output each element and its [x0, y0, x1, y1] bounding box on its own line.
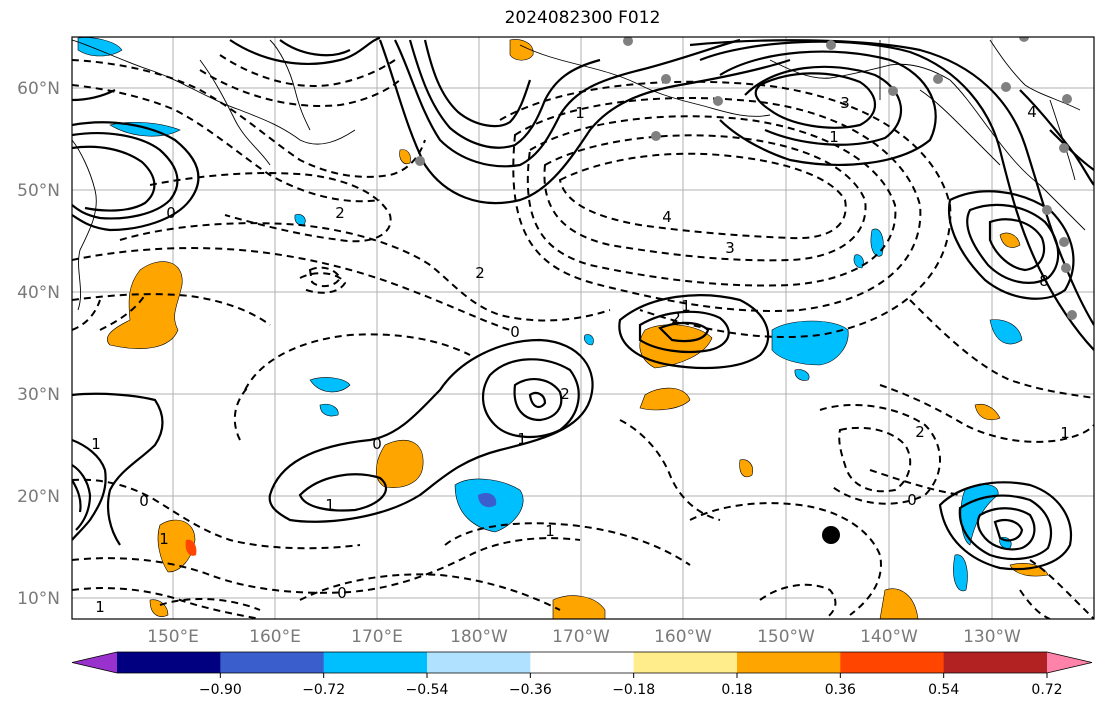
colorbar-tick-label: −0.18	[612, 682, 655, 698]
contour-label: 0	[372, 435, 382, 453]
contours-solid	[72, 37, 1094, 571]
contour-label: 2	[335, 204, 345, 222]
colorbar-tick-label: −0.72	[302, 682, 345, 698]
lon-label: 180°W	[450, 627, 508, 647]
contour-label: 0	[166, 204, 176, 222]
lat-label: 40°N	[17, 283, 60, 303]
contour-label: 0	[510, 323, 520, 341]
contour-label: 1	[517, 430, 527, 448]
colorbar-segment	[737, 652, 841, 673]
lat-label: 20°N	[17, 487, 60, 507]
contour-label: 0	[139, 492, 149, 510]
contour-label: 1	[829, 128, 839, 146]
contour-label: 4	[1027, 103, 1037, 121]
lon-label: 170°W	[552, 627, 610, 647]
contour-label: 2	[915, 423, 925, 441]
colorbar-segment	[633, 652, 738, 673]
contour-label: 1	[1060, 424, 1070, 442]
shading-strong-negative	[478, 493, 497, 508]
colorbar-segment	[943, 652, 1048, 673]
lon-label: 170°E	[351, 627, 403, 647]
colorbar-tick-label: −0.54	[406, 682, 449, 698]
lat-label: 30°N	[17, 385, 60, 405]
plot-area	[72, 37, 1094, 619]
contour-label: 8	[1039, 272, 1049, 290]
lat-label: 50°N	[17, 181, 60, 201]
contour-label: 1	[545, 522, 555, 540]
contour-label: 2	[560, 385, 570, 403]
colorbar-segment	[840, 652, 945, 673]
lon-label: 130°W	[963, 627, 1021, 647]
lon-label: 150°E	[147, 627, 199, 647]
lon-label: 160°E	[249, 627, 301, 647]
lat-label: 60°N	[17, 79, 60, 99]
colorbar-segment	[220, 652, 325, 673]
lon-label: 150°W	[757, 627, 815, 647]
contour-label: 1	[575, 104, 585, 122]
contour-label: 1	[325, 496, 335, 514]
contours-dashed	[72, 54, 1094, 619]
lat-label: 10°N	[17, 589, 60, 609]
latitude-labels: 60°N 50°N 40°N 30°N 20°N 10°N	[17, 79, 60, 609]
longitude-labels: 150°E 160°E 170°E 180°W 170°W 160°W 150°…	[147, 627, 1021, 647]
contour-label: 1	[681, 297, 691, 315]
colorbar-segment	[117, 652, 221, 673]
station-markers	[415, 37, 1077, 320]
colorbar-segments	[71, 651, 1093, 674]
shading-positive	[107, 39, 1049, 619]
contour-label: 0	[907, 491, 917, 509]
contour-label: 1	[95, 598, 105, 616]
lon-label: 140°W	[860, 627, 918, 647]
shading-negative	[77, 37, 1023, 592]
contour-label: 3	[840, 94, 850, 112]
shading-strong-positive	[185, 539, 197, 556]
contour-label: 0	[337, 584, 347, 602]
colorbar: −0.90 −0.72 −0.54 −0.36 −0.18 0.18 0.36 0.54 0.7…	[71, 651, 1093, 698]
map-title: 2024082300 F012	[504, 8, 661, 28]
colorbar-segment	[530, 652, 635, 673]
colorbar-segment	[323, 652, 428, 673]
colorbar-tick-label: 0.36	[825, 682, 856, 698]
colorbar-extend-high	[1047, 652, 1092, 673]
contour-label: 3	[725, 239, 735, 257]
contour-label: 1	[91, 435, 101, 453]
colorbar-tick-label: 0.18	[721, 682, 752, 698]
contour-label: 4	[662, 208, 672, 226]
lon-label: 160°W	[654, 627, 712, 647]
colorbar-ticks: −0.90 −0.72 −0.54 −0.36 −0.18 0.18 0.36 0.54 0.7…	[199, 673, 1063, 698]
colorbar-tick-label: 0.72	[1031, 682, 1062, 698]
plot-frame	[71, 36, 1095, 620]
contour-labels-dashed: 4 3 2 0 0 0 1 1 2 1 2 0	[95, 204, 1070, 616]
colorbar-outline	[71, 651, 1093, 674]
colorbar-tick-label: −0.90	[199, 682, 242, 698]
colorbar-tick-label: 0.54	[928, 682, 959, 698]
storm-position-marker	[822, 526, 840, 544]
colorbar-extend-low	[72, 652, 117, 673]
gridlines	[72, 37, 1094, 619]
contour-label: 2	[671, 309, 681, 327]
contour-labels-solid: 1 0 1 2 2 1 1 1 0 1 3 1 8 4	[91, 94, 1049, 548]
colorbar-segment	[427, 652, 531, 673]
contour-label: 2	[475, 264, 485, 282]
contour-label: 1	[159, 530, 169, 548]
colorbar-tick-label: −0.36	[509, 682, 552, 698]
